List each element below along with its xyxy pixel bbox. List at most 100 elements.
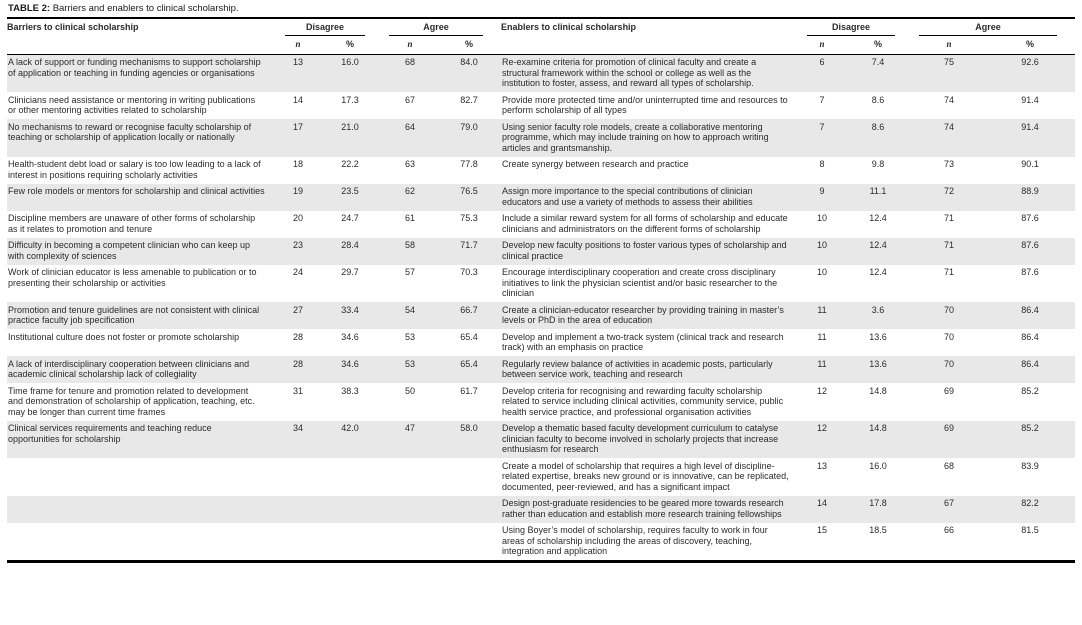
enabler-disagree-n: 14 bbox=[817, 498, 828, 508]
barrier-text: Difficulty in becoming a competent clini… bbox=[8, 240, 250, 261]
barrier-agree-pct: 61.7 bbox=[460, 385, 478, 396]
enabler-agree-pct: 91.4 bbox=[1021, 121, 1039, 132]
barrier-disagree-pct: 16.0 bbox=[341, 57, 359, 67]
enabler-disagree-pct: 14.8 bbox=[869, 423, 887, 433]
enabler-text: Develop criteria for recognising and rew… bbox=[502, 385, 784, 417]
enabler-agree-pct: 83.9 bbox=[1021, 460, 1039, 471]
barrier-agree-n: 58 bbox=[404, 240, 415, 250]
enabler-agree-n: 71 bbox=[944, 213, 955, 223]
barrier-disagree-n: 28 bbox=[292, 358, 303, 369]
table-row: No mechanisms to reward or recognise fac… bbox=[7, 119, 1076, 157]
barrier-agree-pct: 76.5 bbox=[460, 186, 478, 196]
barrier-text: Promotion and tenure guidelines are not … bbox=[8, 304, 260, 326]
enabler-disagree-pct: 12.4 bbox=[869, 267, 887, 277]
table-row: A lack of support or funding mechanisms … bbox=[7, 54, 1076, 92]
enabler-text: Using senior faculty role models, create… bbox=[502, 121, 769, 153]
enabler-disagree-n: 13 bbox=[817, 460, 828, 471]
barrier-agree-pct: 71.7 bbox=[460, 240, 478, 250]
table-caption: TABLE 2: Barriers and enablers to clinic… bbox=[7, 1, 1075, 17]
barrier-agree-n: 50 bbox=[404, 385, 415, 396]
barrier-disagree-n bbox=[279, 523, 321, 562]
barrier-agree-pct: 77.8 bbox=[460, 159, 478, 169]
enabler-agree-n: 69 bbox=[944, 385, 955, 396]
enabler-agree-n: 75 bbox=[944, 57, 955, 67]
table-row: A lack of interdisciplinary cooperation … bbox=[7, 356, 1076, 383]
column-header-percent: % bbox=[847, 36, 914, 55]
barrier-agree-n: 47 bbox=[404, 423, 415, 433]
column-header-barriers: Barriers to clinical scholarship bbox=[7, 18, 279, 55]
table-row: Discipline members are unaware of other … bbox=[7, 211, 1075, 238]
enabler-text: Assign more importance to the special co… bbox=[502, 186, 753, 207]
enabler-disagree-n: 8 bbox=[819, 159, 825, 169]
column-header-n: n bbox=[801, 36, 848, 55]
table-row: Difficulty in becoming a competent clini… bbox=[7, 237, 1076, 265]
enabler-disagree-n: 7 bbox=[819, 121, 825, 132]
barrier-agree-pct: 82.7 bbox=[460, 94, 478, 105]
barrier-text: Institutional culture does not foster or… bbox=[8, 331, 240, 342]
barrier-disagree-pct: 34.6 bbox=[341, 331, 359, 342]
barrier-text: Work of clinician educator is less amena… bbox=[8, 267, 257, 288]
enabler-disagree-pct: 12.4 bbox=[869, 213, 887, 223]
enabler-agree-pct: 91.4 bbox=[1021, 94, 1039, 105]
enabler-agree-n: 67 bbox=[944, 498, 955, 508]
enabler-agree-pct: 85.2 bbox=[1021, 385, 1039, 396]
enabler-disagree-pct: 3.6 bbox=[871, 304, 885, 315]
enabler-agree-n: 70 bbox=[944, 358, 955, 369]
barrier-text bbox=[7, 458, 279, 496]
barrier-disagree-pct bbox=[321, 496, 383, 523]
enabler-disagree-n: 10 bbox=[817, 240, 828, 250]
barrier-disagree-pct bbox=[321, 458, 383, 496]
barrier-text: No mechanisms to reward or recognise fac… bbox=[8, 121, 252, 143]
barrier-text: Discipline members are unaware of other … bbox=[8, 213, 256, 234]
barrier-agree-pct: 66.7 bbox=[460, 304, 478, 315]
barrier-agree-n bbox=[383, 458, 441, 496]
barrier-disagree-pct bbox=[321, 523, 383, 562]
barrier-disagree-pct: 23.5 bbox=[341, 186, 359, 196]
enabler-text: Using Boyer’s model of scholarship, requ… bbox=[502, 525, 768, 556]
table-row: Health-student debt load or salary is to… bbox=[7, 157, 1075, 184]
enabler-agree-n: 70 bbox=[944, 304, 955, 315]
enabler-disagree-pct: 17.8 bbox=[869, 498, 887, 508]
barrier-disagree-n bbox=[279, 496, 321, 523]
barrier-disagree-n: 14 bbox=[292, 94, 303, 105]
barrier-disagree-n: 31 bbox=[292, 385, 303, 396]
enabler-disagree-n: 11 bbox=[817, 358, 827, 369]
table-row: Clinical services requirements and teach… bbox=[7, 420, 1076, 458]
barrier-agree-pct: 65.4 bbox=[460, 358, 478, 369]
barrier-disagree-pct: 29.7 bbox=[341, 267, 359, 277]
barrier-agree-pct: 65.4 bbox=[460, 331, 478, 342]
barrier-text bbox=[7, 496, 279, 523]
enabler-disagree-pct: 13.6 bbox=[869, 358, 887, 369]
enabler-agree-n: 70 bbox=[944, 331, 955, 342]
enabler-agree-pct: 86.4 bbox=[1021, 304, 1039, 315]
enabler-agree-n: 69 bbox=[944, 423, 955, 433]
barrier-disagree-n: 23 bbox=[292, 240, 303, 250]
enabler-disagree-n: 7 bbox=[819, 94, 825, 105]
barrier-disagree-n: 20 bbox=[292, 213, 303, 223]
enabler-disagree-n: 10 bbox=[817, 213, 828, 223]
barrier-agree-pct bbox=[441, 523, 501, 562]
enabler-agree-n: 74 bbox=[944, 94, 955, 105]
enabler-agree-pct: 85.2 bbox=[1021, 423, 1039, 433]
column-header-percent: % bbox=[989, 36, 1076, 55]
barrier-agree-pct: 75.3 bbox=[460, 213, 478, 223]
column-group-barriers-agree: Agree bbox=[383, 18, 501, 36]
enabler-text: Encourage interdisciplinary cooperation … bbox=[502, 267, 778, 298]
enabler-disagree-n: 12 bbox=[817, 423, 828, 433]
table-row: Design post-graduate residencies to be g… bbox=[7, 495, 1076, 523]
enabler-agree-pct: 87.6 bbox=[1021, 267, 1039, 277]
enabler-agree-pct: 82.2 bbox=[1021, 498, 1039, 508]
enabler-disagree-pct: 8.6 bbox=[871, 94, 885, 105]
barrier-disagree-pct: 24.7 bbox=[341, 213, 359, 223]
table-header: Barriers to clinical scholarship Disagre… bbox=[7, 18, 1076, 55]
enabler-text: Develop and implement a two-track system… bbox=[502, 331, 784, 353]
table-row: Institutional culture does not foster or… bbox=[7, 329, 1075, 356]
enabler-agree-pct: 86.4 bbox=[1021, 331, 1039, 342]
barrier-text: A lack of support or funding mechanisms … bbox=[8, 57, 261, 78]
enabler-disagree-pct: 9.8 bbox=[871, 159, 885, 169]
column-group-barriers-disagree: Disagree bbox=[279, 18, 383, 36]
enabler-text: Design post-graduate residencies to be g… bbox=[502, 498, 784, 519]
page: TABLE 2: Barriers and enablers to clinic… bbox=[7, 1, 1076, 563]
enabler-text: Develop new faculty positions to foster … bbox=[502, 240, 787, 261]
enabler-disagree-pct: 11.1 bbox=[869, 186, 887, 196]
